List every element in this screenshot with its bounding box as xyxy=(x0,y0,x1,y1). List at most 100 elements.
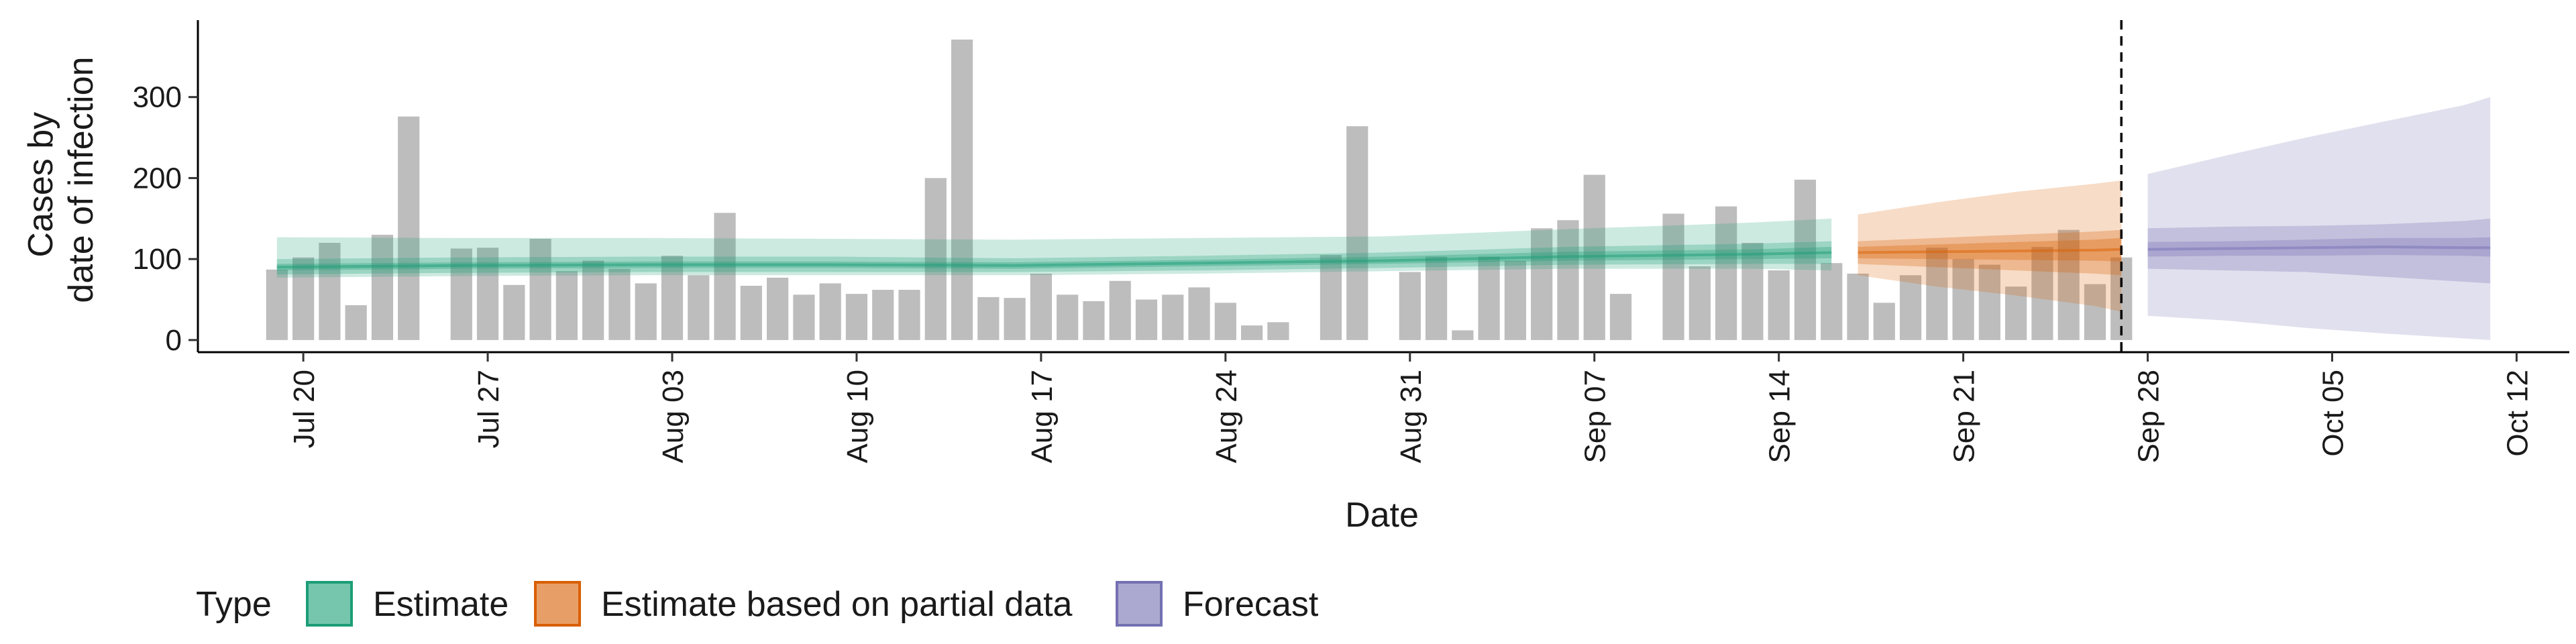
forecast-outer-band xyxy=(2147,97,2491,340)
bar xyxy=(1162,294,1184,340)
bar xyxy=(1688,266,1711,340)
estimate-based-on-partial-data-inner-band xyxy=(1858,237,2122,262)
legend-key xyxy=(1116,581,1163,627)
bar xyxy=(661,256,684,340)
bar xyxy=(977,297,1000,340)
estimate-outer-band xyxy=(276,218,1832,278)
y-ticks: 0 100 200 300 xyxy=(133,81,198,357)
legend-key xyxy=(306,581,353,627)
y-axis-title-line-2: date of infection xyxy=(62,56,101,303)
bar xyxy=(1346,126,1368,340)
bar xyxy=(1452,330,1474,340)
legend-title: Type xyxy=(196,585,272,624)
bar xyxy=(1083,301,1105,340)
bar xyxy=(1715,206,1737,340)
bar xyxy=(1188,287,1210,340)
bar xyxy=(1399,272,1421,340)
estimate-median-line xyxy=(276,251,1832,269)
legend-label: Forecast xyxy=(1183,585,1319,624)
bar xyxy=(898,290,920,340)
bar xyxy=(2084,284,2106,340)
bar xyxy=(1057,294,1079,340)
bar xyxy=(398,116,420,340)
bar xyxy=(292,257,315,340)
forecast-mid-band xyxy=(2147,218,2491,284)
bar xyxy=(1899,275,1922,340)
x-tick-label: Sep 28 xyxy=(2133,370,2165,463)
x-tick-label: Aug 31 xyxy=(1395,370,1428,463)
x-tick-label: Aug 17 xyxy=(1026,370,1059,463)
bar xyxy=(1004,298,1026,340)
y-tick-label: 0 xyxy=(166,324,182,357)
bar xyxy=(951,39,973,340)
x-tick-label: Aug 03 xyxy=(657,370,690,463)
bar xyxy=(1978,264,2000,340)
bar xyxy=(2005,286,2027,340)
x-tick-label: Sep 07 xyxy=(1579,370,1612,463)
legend: Type Estimate Estimate based on partial d… xyxy=(196,581,1319,627)
bar xyxy=(1531,228,1553,340)
y-axis-title-line-1: Cases by xyxy=(21,112,60,258)
bar xyxy=(345,305,367,340)
bar xyxy=(1662,213,1684,340)
bar xyxy=(845,294,868,340)
bar xyxy=(1425,256,1448,340)
bar xyxy=(1241,325,1263,340)
x-tick-label: Oct 05 xyxy=(2317,370,2350,457)
axes-layer xyxy=(197,20,2569,354)
bar xyxy=(1135,299,1158,340)
y-tick-label: 100 xyxy=(133,243,182,276)
x-tick-label: Aug 10 xyxy=(841,370,874,463)
forecast-median-line xyxy=(2147,245,2491,251)
bar xyxy=(740,286,762,340)
bar xyxy=(1320,255,1342,340)
bar xyxy=(1504,260,1526,340)
x-tick-label: Sep 21 xyxy=(1948,370,1981,463)
bar xyxy=(1267,322,1289,340)
x-tick-label: Jul 20 xyxy=(288,370,321,448)
bar xyxy=(924,178,947,340)
x-tick-label: Jul 27 xyxy=(472,370,505,448)
legend-label: Estimate based on partial data xyxy=(601,585,1073,624)
bar xyxy=(555,271,578,340)
legend-key xyxy=(534,581,581,627)
bar xyxy=(476,248,499,340)
legend-items: Estimate Estimate based on partial data Fo… xyxy=(306,581,1319,627)
bar xyxy=(1609,294,1632,340)
y-tick-label: 200 xyxy=(133,162,182,195)
bar xyxy=(1952,259,1974,340)
bar xyxy=(1741,243,1764,340)
bar xyxy=(608,268,631,340)
bar xyxy=(1557,220,1579,340)
x-axis-title: Date xyxy=(1345,496,1419,535)
x-tick-label: Aug 24 xyxy=(1210,370,1243,463)
bars-layer xyxy=(266,39,2133,340)
bar xyxy=(529,238,551,340)
estimate-mid-band xyxy=(276,241,1832,275)
x-tick-label: Sep 14 xyxy=(1764,370,1796,463)
bar xyxy=(1821,263,1843,340)
legend-label: Estimate xyxy=(373,585,508,624)
bar xyxy=(2031,247,2053,340)
bar xyxy=(582,260,604,340)
bar xyxy=(319,243,341,340)
bar xyxy=(1214,303,1236,340)
bar xyxy=(503,284,525,340)
bar xyxy=(1109,280,1131,340)
bands-layer xyxy=(276,97,2491,340)
bar xyxy=(635,283,657,340)
bar xyxy=(266,269,288,340)
x-ticks: Jul 20 Jul 27 Aug 03 Aug 10 Aug 17 Aug 24 Aug … xyxy=(288,352,2534,463)
bar xyxy=(1873,303,1895,340)
bar xyxy=(371,234,394,340)
bar xyxy=(1847,273,1869,340)
bar xyxy=(2057,229,2080,340)
bar xyxy=(1794,179,1817,340)
bar xyxy=(688,275,710,340)
bar xyxy=(767,277,789,340)
estimate-based-on-partial-data-outer-band xyxy=(1858,180,2122,312)
bar xyxy=(1768,270,1790,340)
y-axis-title: Cases by date of infection xyxy=(21,56,101,303)
bar xyxy=(714,213,736,340)
